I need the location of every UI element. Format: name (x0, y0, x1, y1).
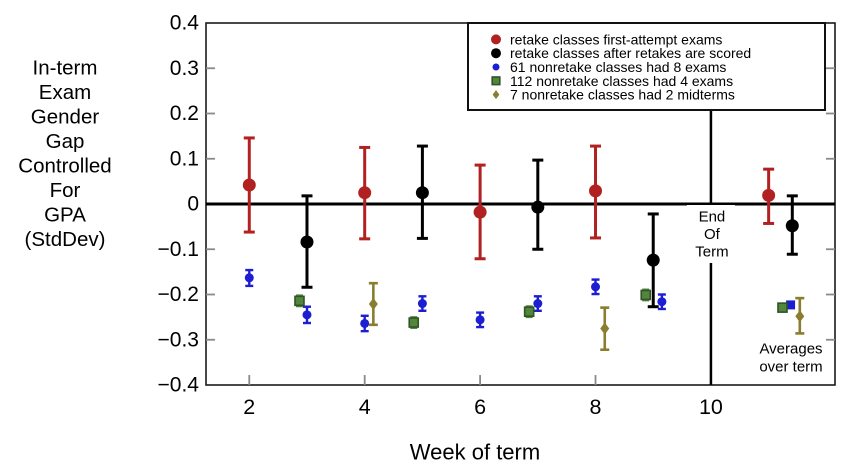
x-tick-label: 10 (699, 395, 723, 419)
y-tick-label: 0.1 (170, 147, 199, 170)
y-axis-title-line: Exam (39, 81, 91, 104)
data-point (591, 282, 601, 292)
legend-item-marker (492, 90, 500, 100)
end-of-term-label-background (686, 205, 735, 263)
data-point (294, 295, 305, 307)
x-axis-title: Week of term (410, 440, 540, 465)
y-tick-label: −0.2 (158, 283, 199, 306)
data-point (417, 299, 427, 309)
data-point (242, 178, 256, 192)
data-point (589, 184, 603, 198)
x-tick-label: 4 (359, 395, 371, 419)
y-tick-label: −0.3 (158, 328, 199, 351)
y-tick-label: −0.4 (158, 374, 200, 397)
data-point (408, 317, 420, 328)
data-point (531, 200, 545, 214)
end-of-term-label-line: Of (704, 226, 721, 243)
data-point (475, 315, 485, 325)
end-of-term-label-line: Term (695, 244, 728, 261)
x-tick-label: 6 (474, 395, 486, 419)
legend-item-label: 112 nonretake classes had 4 exams (510, 73, 733, 89)
y-tick-label: 0.2 (170, 102, 199, 125)
data-point (646, 253, 660, 267)
data-point (368, 298, 378, 311)
legend-item-label: 61 nonretake classes had 8 exams (510, 59, 726, 75)
y-axis-title-line: For (50, 179, 81, 202)
y-axis-title-line: In-term (33, 57, 98, 80)
y-tick-label: −0.1 (158, 238, 199, 261)
data-point (358, 186, 372, 200)
y-tick-label: 0 (187, 193, 199, 216)
averages-label-line: over term (759, 359, 822, 376)
legend-box (467, 22, 826, 111)
data-point (795, 310, 805, 323)
y-tick-label: 0.3 (170, 57, 199, 80)
y-axis-title-line: Gap (46, 130, 85, 153)
legend-item-marker (491, 34, 501, 45)
data-point (533, 299, 543, 309)
y-axis-title-line: Gender (31, 106, 100, 129)
legend-item-label: 7 nonretake classes had 2 midterms (510, 87, 735, 103)
data-point (473, 205, 487, 219)
x-tick-label: 8 (590, 395, 602, 419)
legend-item-label: retake classes after retakes are scored (510, 45, 751, 61)
data-point (415, 186, 429, 200)
data-point (785, 219, 799, 233)
y-axis-title-line: Controlled (18, 155, 111, 178)
data-point (300, 235, 314, 249)
x-tick-label: 2 (243, 395, 255, 419)
y-axis-title-line: (StdDev) (25, 228, 106, 251)
data-point (523, 306, 535, 317)
legend-item-marker (492, 63, 500, 71)
data-point (302, 310, 312, 320)
legend-item-marker (491, 48, 501, 59)
data-point (786, 300, 796, 310)
legend-item-marker (491, 76, 501, 86)
data-point (244, 273, 254, 283)
y-axis-title-line: GPA (44, 204, 86, 227)
averages-label-line: Averages (759, 341, 822, 358)
data-point (640, 289, 652, 301)
data-point (600, 322, 610, 335)
data-point (657, 297, 667, 307)
data-point (762, 188, 776, 202)
data-point (777, 302, 788, 313)
data-point (360, 318, 370, 328)
end-of-term-label-line: End (699, 209, 726, 226)
y-tick-label: 0.4 (170, 12, 200, 35)
legend-item-label: retake classes first-attempt exams (510, 31, 722, 47)
